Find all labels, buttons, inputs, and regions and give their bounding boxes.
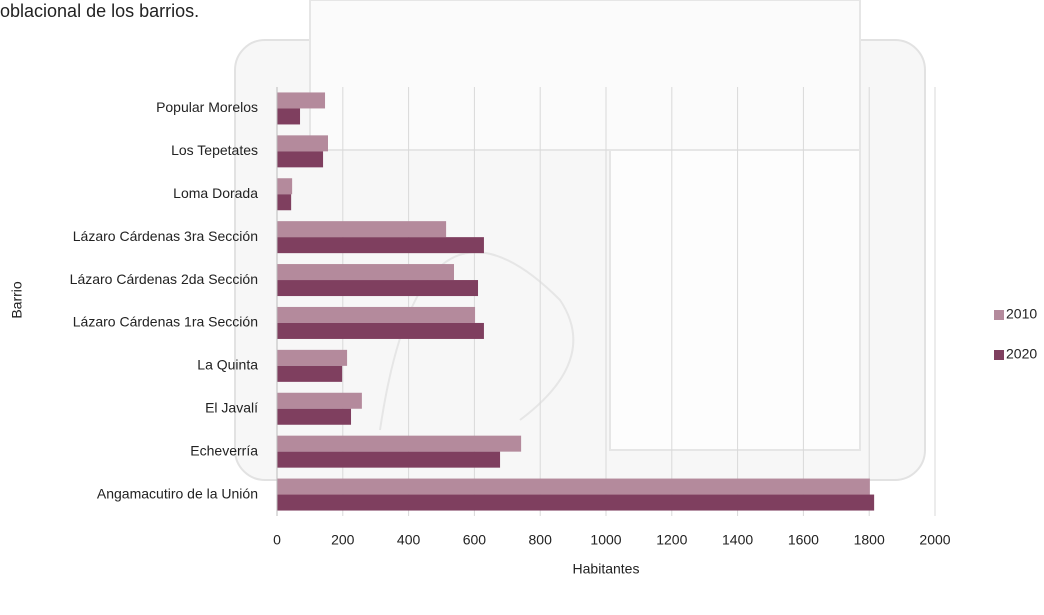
y-tick-label: La Quinta [197,357,258,373]
x-tick-label: 1000 [590,532,621,548]
bar [277,92,326,109]
y-tick-label: Lázaro Cárdenas 1ra Sección [73,314,258,330]
y-axis-title: Barrio [9,281,25,319]
bar [277,494,875,511]
x-tick-label: 1600 [788,532,819,548]
x-tick-label: 2000 [919,532,950,548]
legend-swatch [994,310,1004,320]
x-tick-label: 1200 [656,532,687,548]
bar [277,264,455,281]
x-tick-label: 400 [397,532,421,548]
watermark [234,0,926,481]
bar [277,221,447,238]
y-tick-label: Popular Morelos [156,99,258,115]
x-tick-label: 0 [273,532,281,548]
bar [277,349,348,366]
x-tick-label: 1400 [722,532,753,548]
legend-label: 2020 [1006,346,1037,362]
y-tick-label: Lázaro Cárdenas 3ra Sección [73,228,258,244]
y-tick-label: Angamacutiro de la Unión [97,485,258,501]
x-tick-label: 800 [529,532,553,548]
bar [277,108,301,125]
y-tick-label: El Javalí [205,399,258,415]
bar [277,408,352,425]
bar [277,178,293,195]
x-tick-label: 1800 [854,532,885,548]
x-tick-label: 600 [463,532,487,548]
bar [277,194,292,211]
y-tick-label: Los Tepetates [171,142,258,158]
bar [277,392,362,409]
bar [277,280,479,297]
bar [277,435,522,452]
bar [277,322,484,339]
y-tick-label: Loma Dorada [173,185,258,201]
bar [277,151,324,168]
legend-label: 2010 [1006,306,1037,322]
bar [277,237,484,254]
bar [277,451,501,468]
bar [277,306,476,323]
bar [277,478,870,495]
y-tick-label: Lázaro Cárdenas 2da Sección [70,271,258,287]
bar [277,365,343,382]
chart-title: oblacional de los barrios. [0,1,199,21]
y-tick-label: Echeverría [190,442,258,458]
x-tick-label: 200 [331,532,355,548]
x-axis-title: Habitantes [573,561,640,577]
legend-swatch [994,350,1004,360]
bar [277,135,328,152]
